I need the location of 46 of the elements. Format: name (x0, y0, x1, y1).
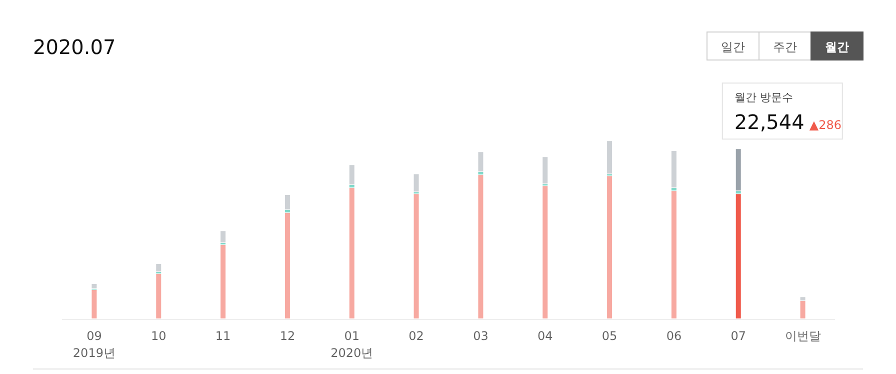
text: 주간 (773, 40, 797, 54)
bar (156, 274, 162, 318)
bar (736, 149, 741, 190)
bar (800, 301, 806, 318)
bar (220, 231, 226, 242)
x-tick-label: 이번달 (784, 329, 821, 343)
bar (478, 175, 484, 318)
x-tick-label: 12 (280, 329, 296, 343)
x-tick-label: 02 (408, 329, 424, 343)
text: 2020년 (330, 346, 374, 360)
bar (542, 186, 548, 318)
x-tick-label: 11 (215, 329, 231, 343)
bar (800, 297, 806, 300)
bar (284, 210, 290, 212)
text: 2019년 (72, 346, 116, 360)
text: 월간 방문수 (734, 91, 793, 104)
text: 22,544 (734, 110, 804, 134)
chart-title: 2020.07 (33, 35, 116, 59)
bar (542, 157, 548, 184)
bar (607, 176, 612, 318)
bar (607, 141, 612, 174)
bar (156, 264, 162, 272)
bar (349, 188, 354, 318)
x-tick-label: 01 (344, 329, 360, 343)
x-tick-label: 06 (666, 329, 682, 343)
x-tick-label: 03 (473, 329, 488, 343)
text: 일간 (721, 40, 745, 54)
bar (414, 174, 419, 192)
text: 월간 (825, 40, 849, 54)
bar (92, 284, 97, 288)
x-tick-label: 04 (537, 329, 553, 343)
bar (671, 191, 676, 318)
bar (284, 212, 290, 318)
bar (736, 194, 741, 318)
x-tick-label: 05 (602, 329, 618, 343)
x-tick-label: 09 (86, 329, 102, 343)
bar (92, 290, 97, 318)
bar (671, 151, 676, 188)
bar (284, 194, 290, 210)
x-tick-label: 10 (150, 329, 166, 343)
bar (349, 165, 354, 184)
bar (220, 244, 226, 318)
x-tick-label: 07 (730, 329, 746, 343)
text: ▲286 (809, 118, 842, 132)
bar (414, 194, 419, 318)
bar (478, 152, 484, 172)
